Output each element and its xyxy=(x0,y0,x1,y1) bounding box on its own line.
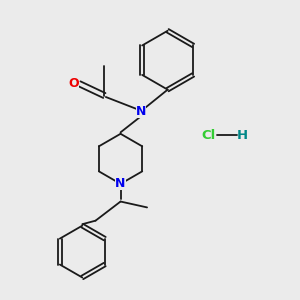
Text: O: O xyxy=(69,77,79,90)
Text: N: N xyxy=(116,177,126,190)
Text: H: H xyxy=(237,129,248,142)
Text: Cl: Cl xyxy=(202,129,216,142)
Text: N: N xyxy=(136,105,146,118)
